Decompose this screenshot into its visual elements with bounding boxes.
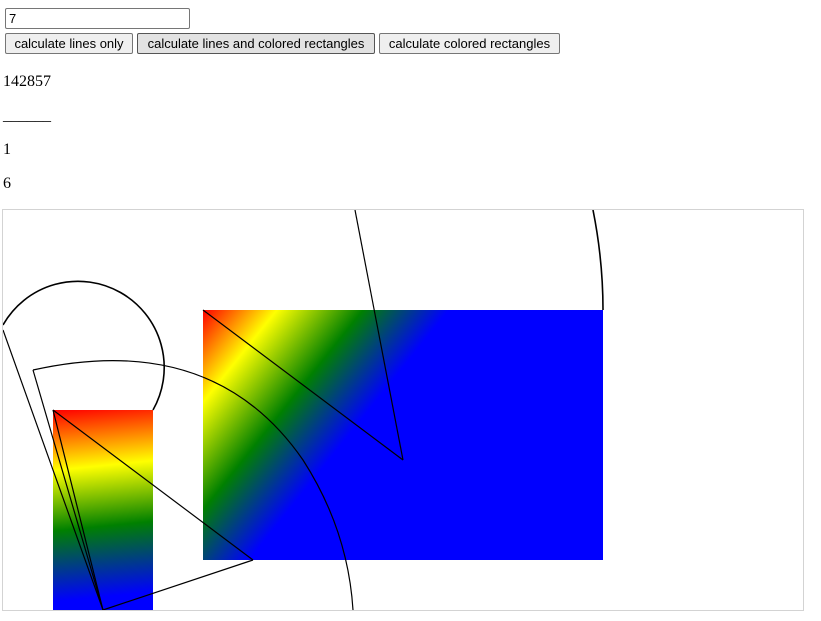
line-segment [354,210,404,461]
result-separator: ______ [3,107,51,124]
line-segment [32,369,104,610]
result-digits: 142857 [3,73,51,90]
large-arc [32,360,354,610]
result-line-4: 6 [3,175,11,192]
line-segment [52,409,254,561]
large-colored-rectangle [203,310,603,560]
drawing-svg [3,210,604,610]
small-colored-rectangle [53,410,153,610]
calculate-lines-only-button[interactable]: calculate lines only [5,33,133,54]
calculate-colored-rectangles-button[interactable]: calculate colored rectangles [379,33,560,54]
calculate-lines-and-rectangles-button[interactable]: calculate lines and colored rectangles [137,33,375,54]
number-input[interactable] [5,8,190,29]
result-line-3: 1 [3,141,11,158]
line-segment [3,329,104,610]
small-arc [3,280,166,411]
line-segment [102,559,254,610]
drawing-canvas[interactable] [2,209,804,611]
top-right-arc [592,210,604,311]
line-segment [52,409,104,610]
line-segment [202,309,404,461]
